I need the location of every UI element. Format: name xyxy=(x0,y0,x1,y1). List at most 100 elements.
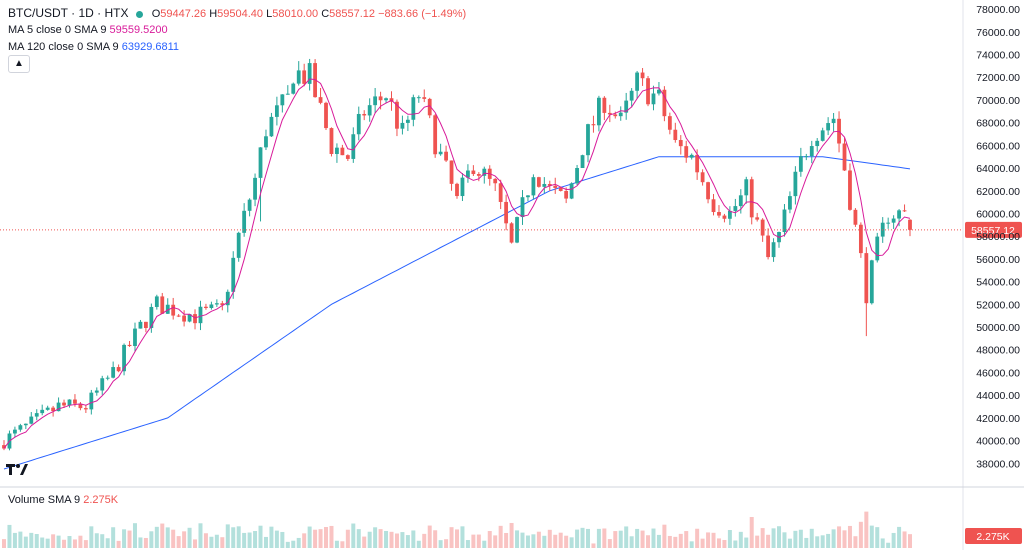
candle-body xyxy=(411,97,416,120)
candle-body xyxy=(204,306,208,309)
volume-bar xyxy=(274,530,279,548)
last-price-line: 58557.12 2.275K xyxy=(0,221,1022,544)
volume-bar xyxy=(176,536,181,548)
volume-bar xyxy=(711,532,716,548)
volume-bar xyxy=(433,530,438,548)
candle-body xyxy=(34,413,39,417)
volume-bar xyxy=(78,535,83,548)
volume-bar xyxy=(580,527,585,548)
candle-body xyxy=(564,190,569,199)
ma120-legend[interactable]: MA 120 close 0 SMA 9 63929.6811 xyxy=(8,41,179,53)
candle-body xyxy=(340,147,345,156)
candle-body xyxy=(193,314,197,324)
volume-bar xyxy=(18,531,23,548)
symbol-title[interactable]: BTC/USDT · 1D · HTX xyxy=(8,6,129,20)
y-tick-label: 50000.00 xyxy=(976,322,1020,334)
volume-bar xyxy=(198,523,203,548)
volume-bar xyxy=(744,537,749,548)
candle-body xyxy=(438,151,443,155)
volume-bar xyxy=(329,525,334,548)
candle-body xyxy=(83,408,88,410)
volume-bar xyxy=(908,534,912,548)
y-tick-label: 72000.00 xyxy=(976,72,1020,84)
candle-body xyxy=(727,210,732,219)
volume-bar xyxy=(618,530,623,548)
volume-bar xyxy=(444,539,449,548)
volume-bar xyxy=(154,526,159,548)
candle-body xyxy=(427,98,432,116)
volume-bar xyxy=(493,535,498,548)
candle-body xyxy=(586,124,590,156)
candle-body xyxy=(345,155,350,159)
close-label: C xyxy=(321,8,330,20)
y-tick-label: 56000.00 xyxy=(976,254,1020,266)
candle-body xyxy=(318,97,323,103)
candle-body xyxy=(56,402,61,412)
volume-bar xyxy=(575,529,580,548)
candle-body xyxy=(324,102,328,129)
y-tick-label: 62000.00 xyxy=(976,186,1020,198)
candle-body xyxy=(405,119,410,123)
volume-bar xyxy=(771,528,776,548)
candle-body xyxy=(662,89,667,117)
candle-body xyxy=(214,303,219,305)
close-value: 58557.12 xyxy=(329,8,376,20)
volume-bar xyxy=(340,541,345,548)
candle-body xyxy=(547,183,552,186)
candle-body xyxy=(13,429,17,434)
volume-bar xyxy=(596,528,601,548)
candle-body xyxy=(640,72,645,79)
candle-body xyxy=(133,328,137,347)
y-tick-label: 40000.00 xyxy=(976,436,1020,448)
candle-body xyxy=(89,392,94,410)
volume-bar xyxy=(291,540,296,548)
ma5-line xyxy=(3,78,911,449)
volume-bar xyxy=(116,540,121,548)
volume-bar xyxy=(45,538,50,548)
volume-bar xyxy=(367,531,372,548)
volume-bar xyxy=(815,536,820,548)
volume-bar xyxy=(193,539,198,548)
candle-body xyxy=(274,105,279,117)
candle-body xyxy=(886,222,891,224)
ma5-value: 59559.5200 xyxy=(109,24,168,36)
candle-body xyxy=(809,146,814,157)
volume-legend[interactable]: Volume SMA 9 2.275K xyxy=(8,494,118,506)
candle-body xyxy=(335,147,339,154)
candle-body xyxy=(722,215,727,219)
volume-bar xyxy=(7,524,12,548)
candle-body xyxy=(400,122,405,129)
volume-bar xyxy=(236,526,241,548)
candle-body xyxy=(231,257,236,292)
candle-body xyxy=(526,195,530,198)
candle-body xyxy=(455,183,459,197)
high-label: H xyxy=(209,8,218,20)
candle-body xyxy=(755,217,760,220)
candle-body xyxy=(820,130,825,141)
low-label: L xyxy=(266,8,273,20)
volume-bar xyxy=(285,541,290,548)
candle-body xyxy=(536,177,541,187)
candle-body xyxy=(51,407,56,412)
candle-body xyxy=(782,209,787,232)
y-tick-label: 64000.00 xyxy=(976,163,1020,175)
chevron-up-icon[interactable]: ▲ xyxy=(8,55,30,73)
candle-body xyxy=(94,390,99,393)
candle-body xyxy=(182,315,187,322)
candle-body xyxy=(515,217,519,243)
tradingview-logo-icon xyxy=(6,462,28,480)
candle-body xyxy=(280,94,285,106)
volume-bar xyxy=(296,537,301,548)
ma5-legend[interactable]: MA 5 close 0 SMA 9 59559.5200 xyxy=(8,24,168,36)
volume-bar xyxy=(100,534,105,548)
candle-body xyxy=(733,206,738,211)
volume-bar xyxy=(678,533,683,548)
volume-bar xyxy=(542,535,547,548)
volume-bar xyxy=(253,531,258,548)
candle-body xyxy=(154,296,159,307)
volume-bar xyxy=(318,529,323,548)
candle-body xyxy=(646,78,650,105)
